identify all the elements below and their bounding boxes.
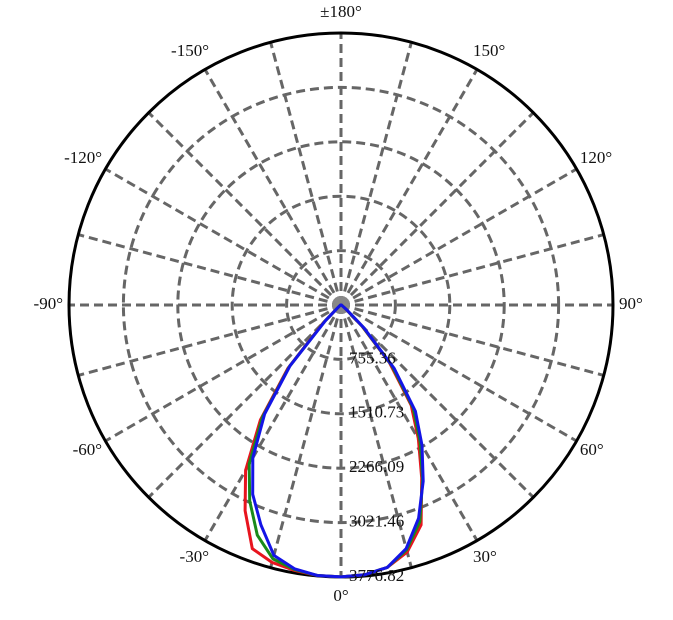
grid-spoke [339, 111, 535, 307]
r-tick-label: 1510.73 [349, 403, 404, 422]
theta-tick-label: 60° [580, 440, 604, 459]
theta-tick-label: -150° [171, 41, 209, 60]
theta-tick-label: ±180° [320, 2, 362, 21]
grid-ring [176, 140, 506, 470]
r-tick-label: 2266.09 [349, 457, 404, 476]
grid-spoke [339, 303, 535, 499]
theta-tick-label: 120° [580, 148, 612, 167]
grid-ring [121, 85, 561, 525]
theta-tick-label: 0° [333, 586, 348, 605]
theta-tick-label: 150° [473, 41, 505, 60]
intensity-curve [251, 303, 425, 579]
grid-spoke [104, 167, 342, 307]
grid-spoke [339, 41, 413, 306]
theta-tick-label: -60° [73, 440, 102, 459]
theta-tick-label: 30° [473, 547, 497, 566]
grid-spoke [340, 303, 578, 443]
grid-spoke [77, 233, 342, 307]
grid-spoke [269, 304, 343, 569]
r-tick-label: 755.36 [349, 348, 396, 367]
grid-spoke [203, 304, 343, 542]
theta-tick-label: -90° [34, 294, 63, 313]
grid-spoke [147, 111, 343, 307]
grid-spoke [203, 68, 343, 306]
r-tick-label: 3776.82 [349, 566, 404, 585]
grid-spoke [339, 304, 413, 569]
grid-spoke [77, 303, 342, 377]
grid-ring [230, 194, 452, 416]
intensity-curve [243, 303, 424, 579]
grid-spoke [269, 41, 343, 306]
intensity-curve [247, 303, 425, 579]
theta-tick-label: 90° [619, 294, 643, 313]
theta-tick-label: -30° [180, 547, 209, 566]
r-tick-label: 3021.46 [349, 512, 404, 531]
grid-spoke [340, 167, 578, 307]
grid-spoke [104, 303, 342, 443]
grid-spoke [339, 304, 479, 542]
grid-spoke [339, 68, 479, 306]
grid-ring [285, 249, 397, 361]
grid-spoke [340, 233, 605, 307]
grid-spoke [147, 303, 343, 499]
theta-tick-label: -120° [64, 148, 102, 167]
grid-spoke [340, 303, 605, 377]
